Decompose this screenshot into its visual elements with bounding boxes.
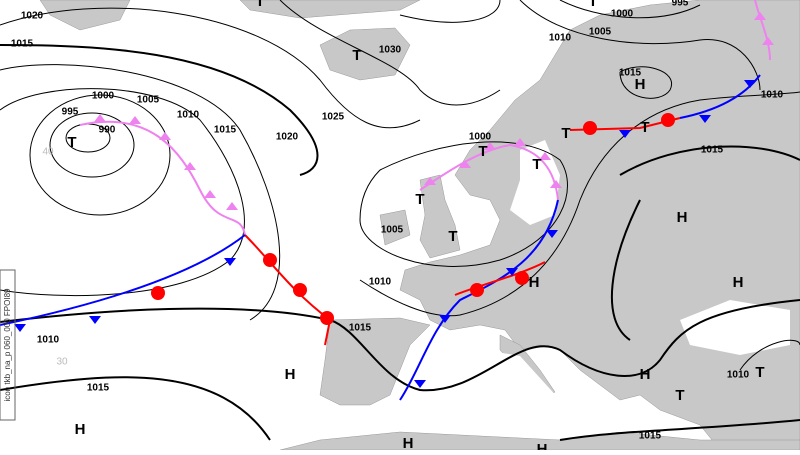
occlusion-symbol — [762, 37, 774, 45]
isobar-label: 1015 — [619, 68, 642, 79]
warm-symbol — [583, 121, 597, 135]
occlusion-symbol — [550, 180, 562, 188]
occlusion-symbol — [754, 12, 766, 20]
cold-symbol — [14, 324, 26, 332]
occlusion-symbol — [459, 160, 471, 168]
pressure-center: T — [675, 387, 684, 404]
cold-symbol — [224, 258, 236, 266]
occlusion-symbol — [539, 152, 551, 160]
isobar-label: 1025 — [322, 112, 345, 123]
isobar-label: 995 — [672, 0, 689, 9]
pressure-center: T — [255, 0, 264, 10]
isobar-label: 1020 — [21, 11, 44, 22]
occlusion-symbol — [184, 162, 196, 170]
isobar-label: 1000 — [92, 91, 115, 102]
latitude-label: 40 — [42, 147, 54, 158]
pressure-center: H — [403, 435, 414, 450]
occlusion-symbol — [484, 142, 496, 150]
warm-symbol — [263, 253, 277, 267]
pressure-center: H — [285, 366, 296, 383]
pressure-center: T — [532, 156, 541, 173]
occlusion-symbol — [129, 116, 141, 124]
cold-symbol — [506, 268, 518, 276]
isobar-label: 1020 — [276, 132, 299, 143]
cold-symbol — [414, 380, 426, 388]
inland-seas — [400, 140, 790, 436]
warm-symbol — [293, 283, 307, 297]
cold-symbol — [439, 315, 451, 323]
isobar-label: 1005 — [589, 27, 612, 38]
cold-symbol — [744, 80, 756, 88]
occlusion-symbol — [204, 190, 216, 198]
isobar-label: 1010 — [37, 335, 60, 346]
pressure-center: T — [478, 143, 487, 160]
warm-symbol — [470, 283, 484, 297]
isobar-label: 990 — [99, 125, 116, 136]
isobar-label: 1010 — [727, 370, 750, 381]
pressure-center: H — [640, 366, 651, 383]
isobar-label: 1005 — [381, 225, 404, 236]
cold-symbol — [89, 316, 101, 324]
isobar-label: 1015 — [701, 145, 724, 156]
pressure-center: T — [588, 0, 597, 10]
latitude-label: 30 — [56, 357, 68, 368]
pressure-center: T — [640, 119, 649, 136]
pressure-center: T — [448, 228, 457, 245]
sidebar-box — [0, 269, 16, 421]
pressure-center: T — [67, 134, 76, 151]
front-symbols — [14, 12, 774, 388]
isobar-label: 1010 — [177, 110, 200, 121]
isobar-label: 1015 — [11, 39, 34, 50]
pressure-center: H — [635, 76, 646, 93]
isobar-label: 1030 — [379, 45, 402, 56]
warm-symbol — [320, 311, 334, 325]
cold-symbol — [699, 115, 711, 123]
isobar-label: 1000 — [469, 132, 492, 143]
cold-symbol — [546, 230, 558, 238]
isobar-label: 1010 — [549, 33, 572, 44]
occlusion-symbol — [226, 202, 238, 210]
pressure-center: T — [755, 364, 764, 381]
isobars — [0, 0, 800, 441]
occlusion-symbol — [514, 138, 526, 146]
pressure-center: H — [677, 209, 688, 226]
pressure-center: T — [561, 125, 570, 142]
pressure-center: H — [529, 274, 540, 291]
isobar-label: 1015 — [639, 431, 662, 442]
labels: 1020 1015 1030 1000 1005 995 990 1010 1015 1025 10… — [11, 0, 784, 455]
isobar-label: 995 — [62, 107, 79, 118]
cold-symbol — [619, 130, 631, 138]
pressure-center: T — [415, 191, 424, 208]
occlusion-symbol — [424, 177, 436, 185]
warm-symbol — [515, 271, 529, 285]
pressure-center: H — [75, 421, 86, 438]
sidebar-text: icon tkb_na_p 060_000 FPOI89 — [3, 288, 12, 402]
pressure-center: T — [352, 47, 361, 64]
isobar-label: 1015 — [214, 125, 237, 136]
isobar-label: 1010 — [761, 90, 784, 101]
occlusion-symbol — [94, 114, 106, 122]
pressure-center: H — [733, 274, 744, 291]
isobar-label: 1015 — [349, 323, 372, 334]
isobar-label: 1000 — [611, 9, 634, 20]
warm-symbol — [661, 113, 675, 127]
isobar-label: 1015 — [87, 383, 110, 394]
occlusion-symbol — [159, 132, 171, 140]
pressure-center: H — [537, 441, 548, 450]
isobar-label: 1005 — [137, 95, 160, 106]
isobar-label: 1010 — [369, 277, 392, 288]
warm-symbol — [151, 286, 165, 300]
